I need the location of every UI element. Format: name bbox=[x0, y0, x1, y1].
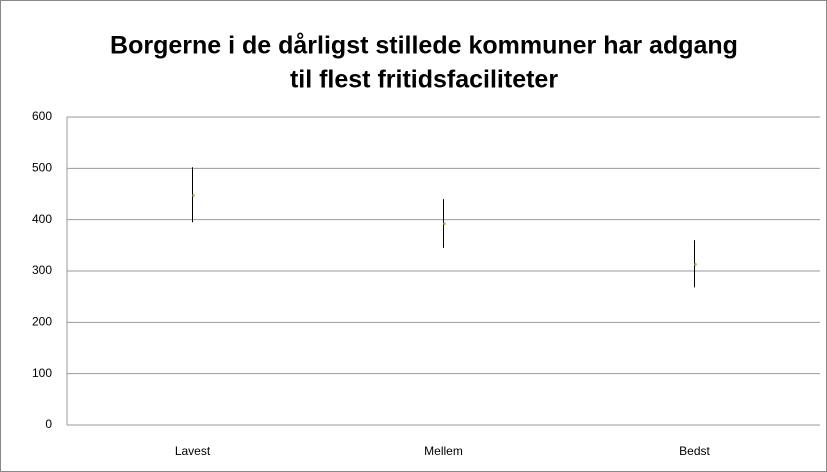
chart-title: Borgerne i de dårligst stillede kommuner… bbox=[110, 32, 738, 60]
y-tick-label: 500 bbox=[32, 161, 52, 175]
y-tick-label: 200 bbox=[32, 315, 52, 329]
value-marker bbox=[192, 194, 195, 197]
x-tick-label: Mellem bbox=[424, 444, 463, 458]
x-tick-label: Bedst bbox=[679, 444, 710, 458]
y-tick-label: 400 bbox=[32, 212, 52, 226]
y-tick-label: 300 bbox=[32, 263, 52, 277]
y-tick-label: 0 bbox=[45, 417, 52, 431]
value-marker bbox=[694, 263, 697, 266]
y-tick-label: 100 bbox=[32, 366, 52, 380]
value-marker bbox=[443, 222, 446, 226]
y-tick-label: 600 bbox=[32, 109, 52, 123]
chart-title: til flest fritidsfaciliteter bbox=[290, 66, 558, 94]
x-tick-label: Lavest bbox=[175, 444, 211, 458]
